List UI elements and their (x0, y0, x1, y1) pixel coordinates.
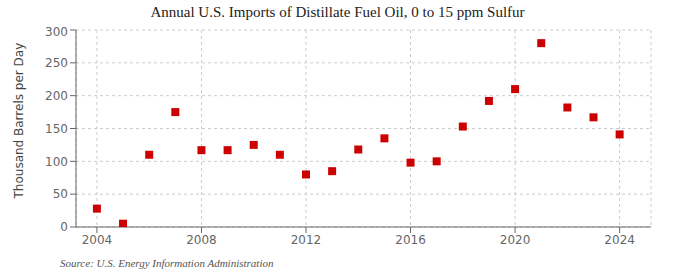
svg-text:2008: 2008 (186, 233, 217, 247)
svg-text:2004: 2004 (82, 233, 113, 247)
svg-text:300: 300 (45, 25, 68, 39)
svg-text:150: 150 (45, 122, 68, 136)
html-text:Source: U.S. Energy Informatio: Source: U.S. Energy Information Administ… (60, 257, 274, 269)
svg-text:200: 200 (45, 89, 68, 103)
svg-text:2020: 2020 (500, 233, 531, 247)
svg-text:50: 50 (53, 187, 68, 201)
svg-text:2016: 2016 (395, 233, 426, 247)
svg-text:2012: 2012 (291, 233, 322, 247)
svg-text:Thousand Barrels per Day: Thousand Barrels per Day (12, 43, 26, 200)
html-text:Annual U.S. Imports of Distill: Annual U.S. Imports of Distillate Fuel O… (150, 4, 525, 20)
svg-text:100: 100 (45, 155, 68, 169)
svg-text:250: 250 (45, 56, 68, 70)
svg-text:0: 0 (60, 220, 68, 234)
svg-text:2024: 2024 (604, 233, 635, 247)
